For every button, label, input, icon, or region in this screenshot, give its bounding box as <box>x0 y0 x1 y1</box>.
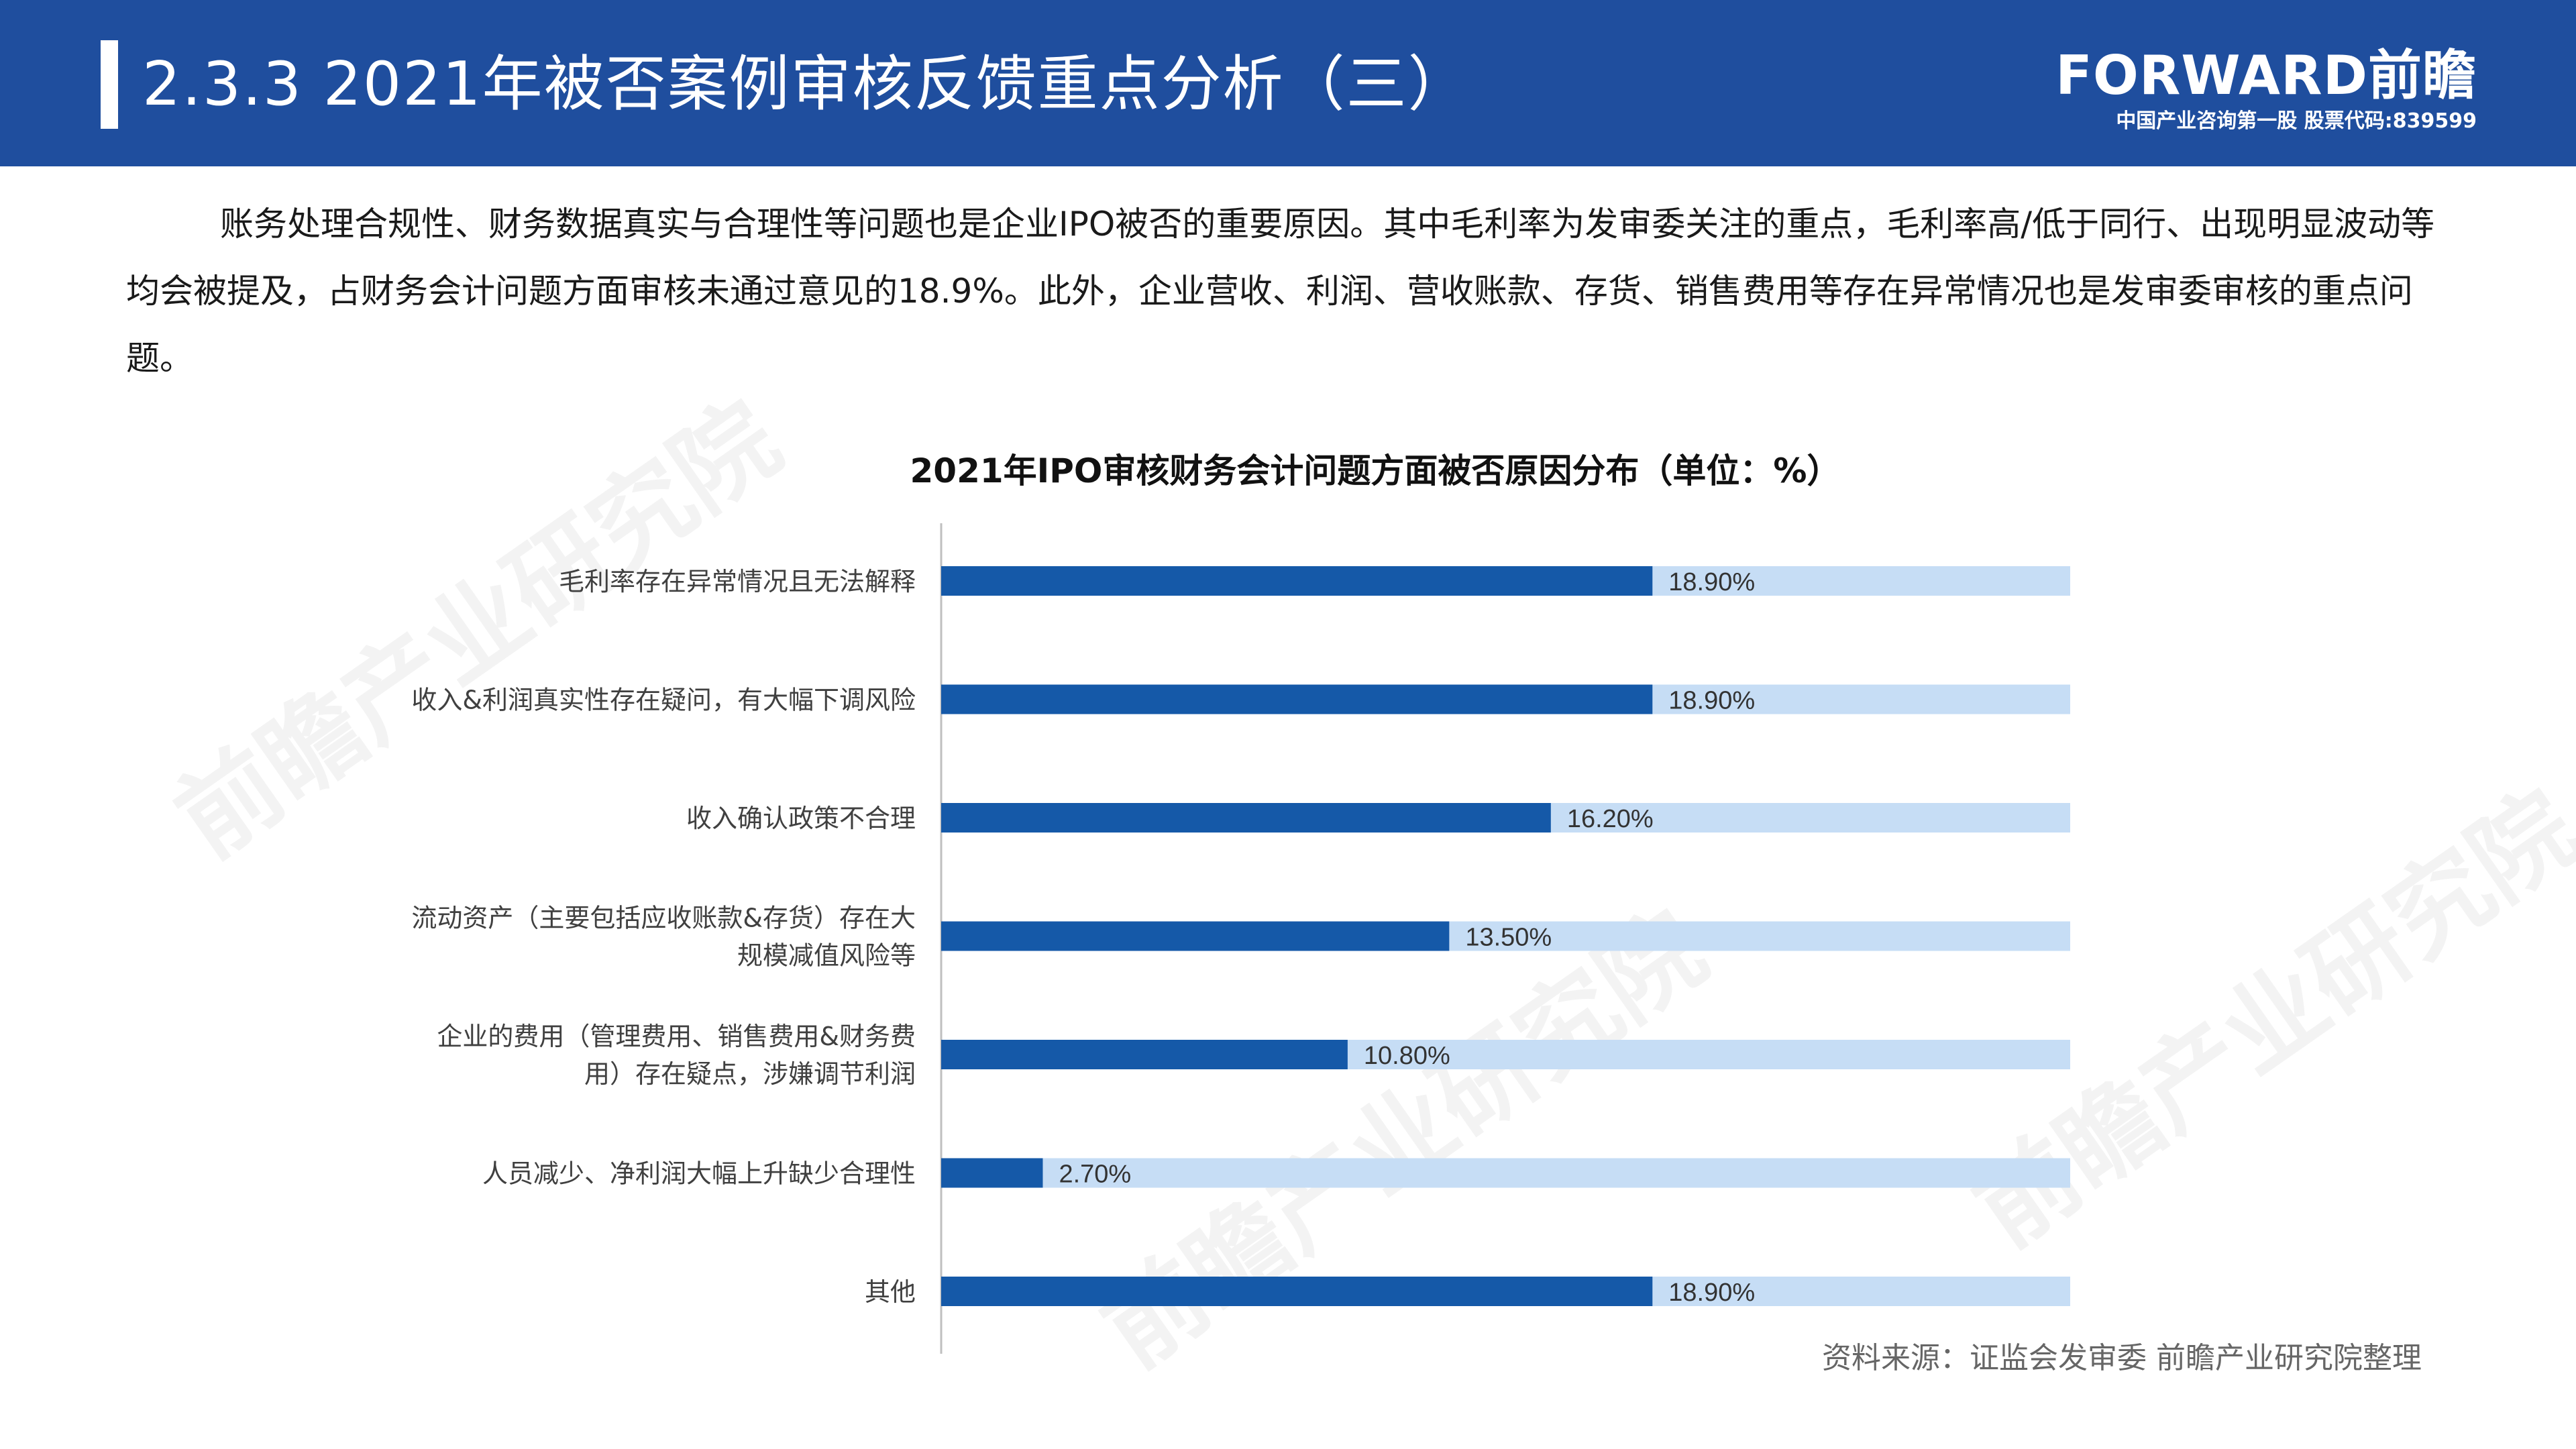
data-label: 10.80% <box>1364 1042 1450 1070</box>
category-label: 用）存在疑点，涉嫌调节利润 <box>584 1059 916 1089</box>
bar <box>941 1158 1043 1188</box>
data-label: 16.20% <box>1567 805 1654 833</box>
brand-name: FORWARD前瞻 <box>2055 44 2477 107</box>
category-label: 毛利率存在异常情况且无法解释 <box>559 567 916 596</box>
bar <box>941 803 1551 833</box>
category-label: 其他 <box>865 1277 916 1307</box>
data-label: 18.90% <box>1668 1279 1755 1307</box>
category-label: 人员减少、净利润大幅上升缺少合理性 <box>482 1159 916 1189</box>
category-label: 收入&利润真实性存在疑问，有大幅下调风险 <box>411 686 916 715</box>
bar <box>941 684 1653 714</box>
data-label: 18.90% <box>1668 568 1755 596</box>
brand-subtitle: 中国产业咨询第一股 股票代码:839599 <box>2116 109 2477 133</box>
bar <box>941 566 1653 596</box>
page-title: 2.3.3 2021年被否案例审核反馈重点分析（三） <box>142 49 1470 119</box>
chart-title: 2021年IPO审核财务会计问题方面被否原因分布（单位：%） <box>910 451 1841 490</box>
category-label: 规模减值风险等 <box>737 941 916 971</box>
category-label: 收入确认政策不合理 <box>686 804 916 833</box>
category-label: 企业的费用（管理费用、销售费用&财务费 <box>437 1022 916 1051</box>
header-bar: 2.3.3 2021年被否案例审核反馈重点分析（三） FORWARD前瞻 中国产… <box>0 0 2576 166</box>
bar <box>941 921 1450 951</box>
bar <box>941 1040 1348 1069</box>
bar-track <box>941 1158 2070 1188</box>
data-label: 18.90% <box>1668 687 1755 715</box>
intro-paragraph: 账务处理合规性、财务数据真实与合理性等问题也是企业IPO被否的重要原因。其中毛利… <box>126 205 2435 378</box>
data-label: 2.70% <box>1059 1161 1131 1189</box>
data-label: 13.50% <box>1465 924 1552 952</box>
bar <box>941 1277 1653 1306</box>
header-accent-bar <box>101 40 118 129</box>
source-note: 资料来源：证监会发审委 前瞻产业研究院整理 <box>1822 1341 2422 1375</box>
brand-logo: FORWARD前瞻 中国产业咨询第一股 股票代码:839599 <box>2055 44 2477 136</box>
category-label: 流动资产（主要包括应收账款&存货）存在大 <box>411 904 916 933</box>
